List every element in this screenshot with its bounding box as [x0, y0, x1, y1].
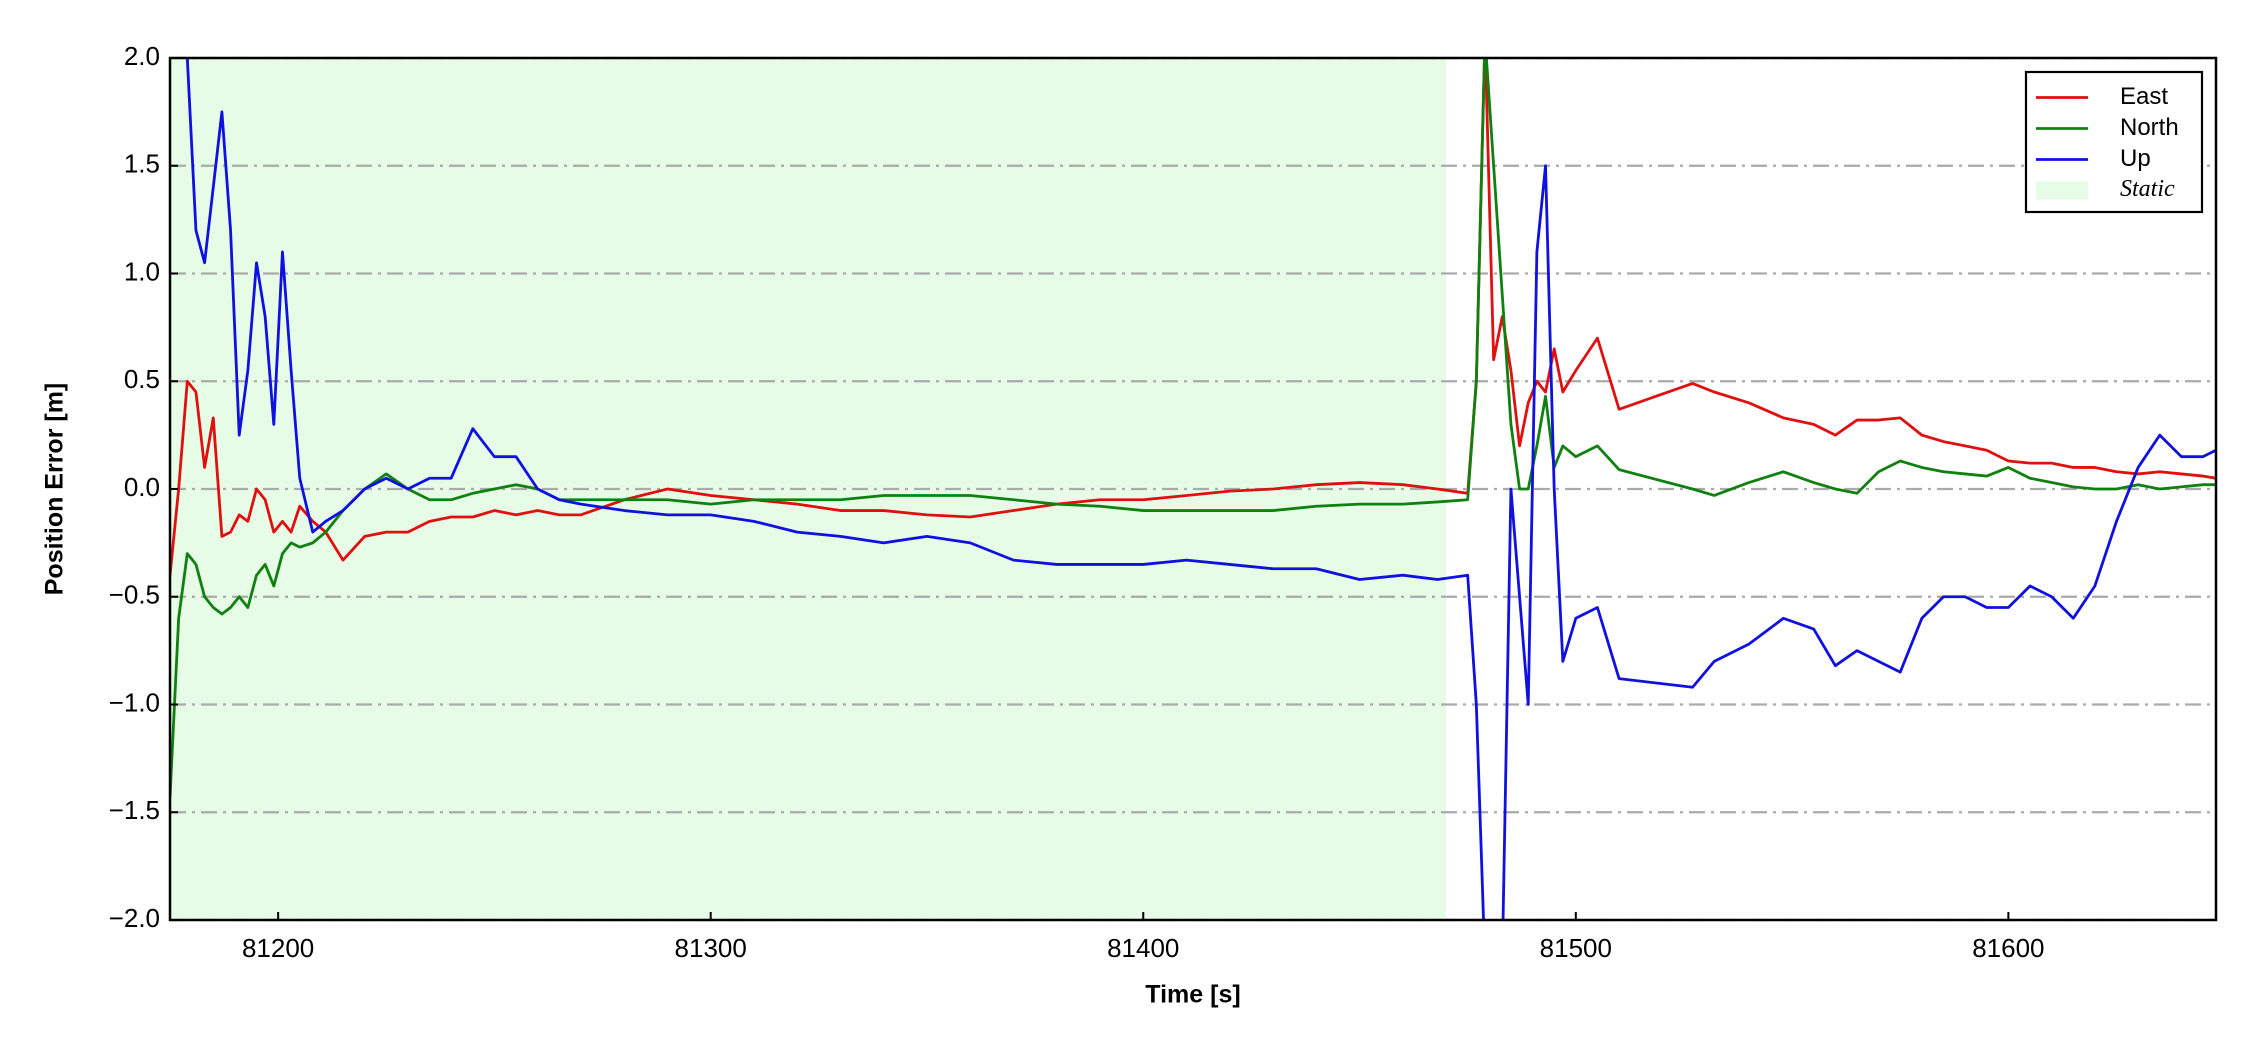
y-tick-label: −1.0: [109, 687, 160, 717]
y-tick-label: 0.0: [124, 472, 160, 502]
legend: East North Up Static: [2024, 70, 2204, 214]
y-axis-label: Position Error [m]: [41, 383, 69, 596]
legend-label: Static: [2120, 176, 2175, 202]
legend-swatch: [2036, 181, 2088, 200]
y-tick-label: 0.5: [124, 364, 160, 394]
x-tick-label: 81400: [1107, 933, 1179, 963]
axis-layer: −2.0 −1.5 −1.0 −0.5 0.0 0.5 1.0 1.5 2.0 81200 8130…: [109, 41, 2045, 963]
y-tick-label: −2.0: [109, 903, 160, 933]
series-line: [185, 58, 2216, 920]
y-tick-label: 2.0: [124, 41, 160, 71]
series-line: [170, 58, 2216, 798]
legend-label: Up: [2120, 145, 2151, 172]
x-tick-label: 81500: [1540, 933, 1612, 963]
x-tick-label: 81300: [675, 933, 747, 963]
y-tick-label: −1.5: [109, 795, 160, 825]
legend-label: East: [2120, 83, 2168, 110]
y-tick-label: 1.5: [124, 149, 160, 179]
x-tick-label: 81600: [1972, 933, 2044, 963]
legend-label: North: [2120, 114, 2179, 141]
x-axis-label: Time [s]: [1145, 981, 1240, 1009]
y-tick-label: −0.5: [109, 580, 160, 610]
series-line: [170, 58, 2216, 576]
data-layer: [170, 58, 2216, 920]
x-tick-label: 81200: [242, 933, 314, 963]
y-tick-label: 1.0: [124, 256, 160, 286]
